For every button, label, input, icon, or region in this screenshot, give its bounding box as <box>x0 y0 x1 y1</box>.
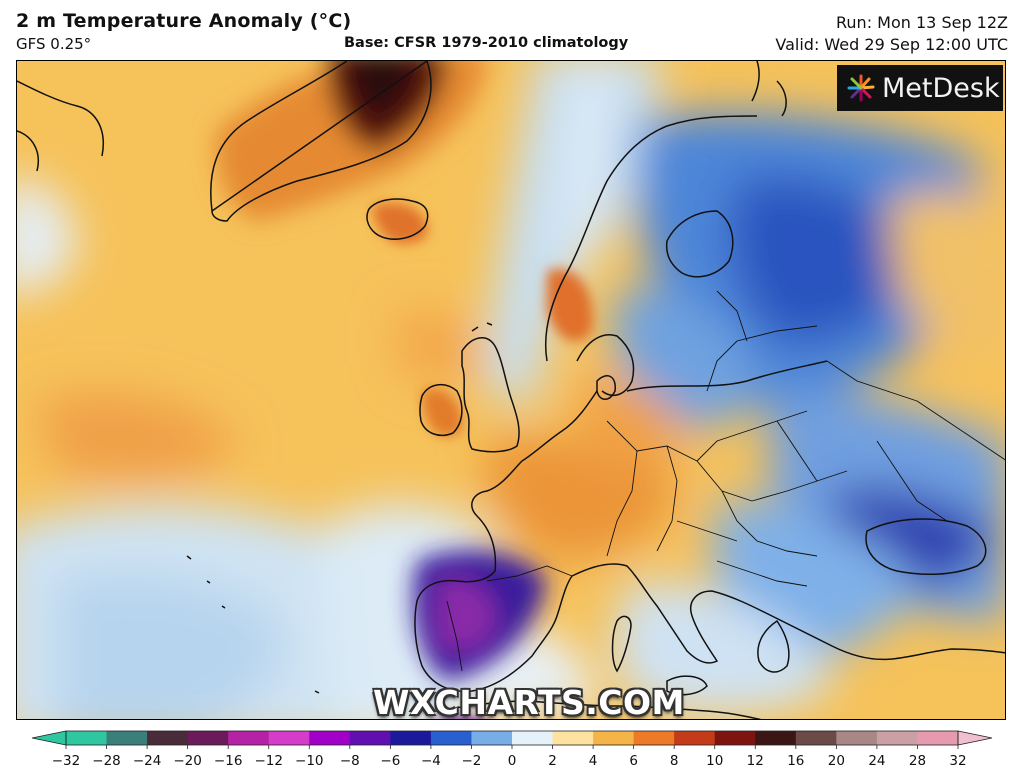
metdesk-logo: MetDesk <box>837 65 1003 111</box>
colorbar-segments <box>66 731 959 745</box>
colorbar-segment <box>268 731 310 745</box>
colorbar-segment <box>390 731 432 745</box>
colorbar-segment <box>309 731 351 745</box>
valid-time-label: Valid: Wed 29 Sep 12:00 UTC <box>775 35 1008 54</box>
colorbar-tick-label: 32 <box>949 753 966 769</box>
country-borders <box>446 290 1005 672</box>
colorbar-segment <box>876 731 919 745</box>
colorbar-tick-label: −4 <box>421 753 441 769</box>
colorbar-segment <box>512 731 554 745</box>
colorbar-segment <box>187 731 229 745</box>
colorbar-segment <box>228 731 270 745</box>
colorbar-segment <box>593 731 635 745</box>
colorbar-tick-label: −8 <box>340 753 360 769</box>
colorbar-segment <box>430 731 473 745</box>
colorbar-ticks: −32 −28 −24 −20 −16 −12 −10 −8 −6 −4 −2 0 2 4 6 8 10 12 16… <box>52 745 967 769</box>
colorbar-segment <box>674 731 716 745</box>
colorbar-tick-label: 2 <box>548 753 557 769</box>
colorbar-tick-label: 4 <box>589 753 598 769</box>
colorbar-tick-label: 16 <box>787 753 804 769</box>
colorbar-min-arrow <box>31 730 67 746</box>
colorbar-segment <box>917 731 959 745</box>
colorbar-tick-label: −12 <box>254 753 283 769</box>
colorbar-segment <box>147 731 189 745</box>
wxcharts-watermark: WXCHARTS.COM <box>373 683 685 720</box>
colorbar-segment <box>471 731 513 745</box>
colorbar-tick-label: 6 <box>629 753 638 769</box>
colorbar-tick-label: −10 <box>295 753 324 769</box>
colorbar-tick-label: 24 <box>868 753 885 769</box>
run-time-label: Run: Mon 13 Sep 12Z <box>836 13 1008 32</box>
colorbar-tick-label: 28 <box>909 753 926 769</box>
colorbar-segment <box>106 731 148 745</box>
iberia-cold-anomaly <box>413 550 547 681</box>
colorbar-segment <box>836 731 878 745</box>
metdesk-logo-text: MetDesk <box>882 72 1000 104</box>
colorbar-segment <box>795 731 837 745</box>
climatology-base-label: Base: CFSR 1979-2010 climatology <box>344 35 629 51</box>
colorbar-tick-label: −24 <box>133 753 162 769</box>
colorbar-legend: −32 −28 −24 −20 −16 −12 −10 −8 −6 −4 −2 0 2 4 6 8 10 12 16… <box>31 730 993 769</box>
greenland-warm-anomaly <box>216 61 487 221</box>
temperature-anomaly-map: MetDesk WXCHARTS.COM <box>17 61 1005 720</box>
colorbar-tick-label: −28 <box>92 753 121 769</box>
colorbar-segment <box>755 731 797 745</box>
map-panel[interactable]: MetDesk WXCHARTS.COM <box>16 60 1006 720</box>
coastlines <box>17 61 1005 719</box>
colorbar-tick-label: −20 <box>173 753 202 769</box>
colorbar-segment <box>633 731 675 745</box>
colorbar-segment <box>552 731 594 745</box>
colorbar-tick-label: 12 <box>747 753 764 769</box>
colorbar-segment <box>349 731 391 745</box>
colorbar-segment <box>66 731 108 745</box>
coastal-warm-spots <box>372 202 593 719</box>
chart-title: 2 m Temperature Anomaly (°C) <box>16 10 352 32</box>
colorbar-max-arrow <box>957 730 993 746</box>
colorbar-tick-label: −2 <box>462 753 482 769</box>
colorbar-tick-label: −6 <box>380 753 400 769</box>
colorbar-tick-label: −32 <box>52 753 81 769</box>
colorbar-tick-label: 20 <box>828 753 845 769</box>
anomaly-shading <box>17 61 1005 719</box>
model-label: GFS 0.25° <box>16 35 92 53</box>
colorbar-tick-label: 8 <box>670 753 679 769</box>
colorbar-segment <box>714 731 756 745</box>
colorbar-tick-label: −16 <box>214 753 243 769</box>
sunburst-logo-icon <box>847 74 875 102</box>
colorbar-tick-label: 10 <box>706 753 723 769</box>
colorbar-tick-label: 0 <box>508 753 517 769</box>
